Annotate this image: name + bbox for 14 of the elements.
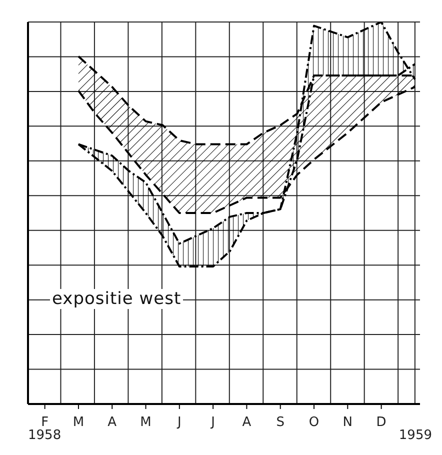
x-tick-label: D: [376, 415, 386, 430]
text: 1958: [28, 428, 62, 443]
x-tick-label: S: [276, 415, 284, 430]
x-tick-label: M: [72, 415, 84, 430]
x-tick-label: M: [140, 415, 152, 430]
x-tick-label: A: [108, 415, 117, 430]
text: 1959: [398, 428, 432, 443]
x-tick-label: N: [342, 415, 353, 430]
x-tick-label: F: [41, 415, 49, 430]
x-tick-label: A: [242, 415, 252, 430]
x-tick-label: O: [308, 415, 320, 430]
annotation: expositie west: [50, 288, 184, 309]
x-tick-label: J: [176, 415, 182, 430]
x-tick-label: J: [210, 415, 215, 430]
